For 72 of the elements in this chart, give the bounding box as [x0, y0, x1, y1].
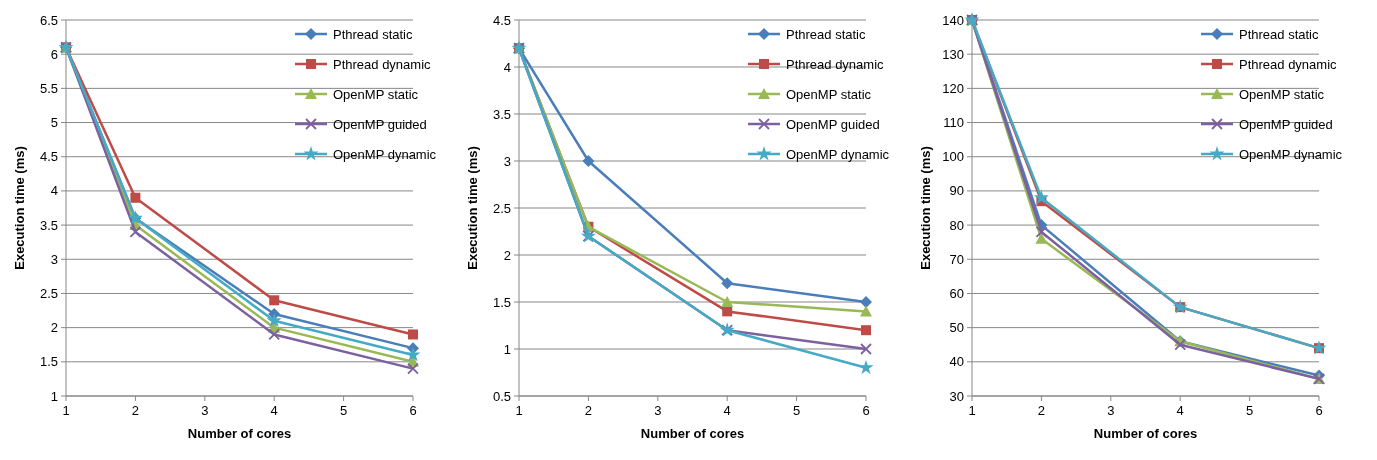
x-tick-label: 1: [515, 403, 523, 418]
x-tick-label: 4: [723, 403, 731, 418]
x-axis-title: Number of cores: [187, 426, 292, 441]
x-tick-label: 1: [62, 403, 70, 418]
legend-label: Pthread static: [786, 26, 866, 42]
y-tick-label: 2.5: [492, 200, 511, 216]
y-tick-label: 3: [50, 251, 58, 267]
y-tick-label: 90: [949, 183, 964, 199]
y-tick-label: 2: [503, 247, 511, 263]
x-tick-label: 6: [409, 403, 417, 418]
y-tick-label: 4.5: [492, 12, 511, 28]
x-tick-label: 6: [862, 403, 870, 418]
x-tick-label: 6: [1315, 403, 1323, 418]
legend-label: Pthread dynamic: [333, 56, 432, 72]
y-tick-label: 6.5: [39, 12, 58, 28]
legend-label: OpenMP guided: [1239, 116, 1333, 132]
y-tick-label: 6: [50, 46, 58, 62]
y-tick-label: 1: [50, 388, 58, 404]
y-tick-label: 1: [503, 341, 511, 357]
legend-label: OpenMP static: [333, 86, 419, 102]
y-axis-title: Execution time (ms): [465, 146, 480, 270]
y-tick-label: 4: [50, 183, 58, 199]
legend-label: OpenMP static: [786, 86, 872, 102]
x-tick-label: 5: [792, 403, 801, 418]
x-tick-label: 5: [1245, 403, 1254, 418]
x-tick-label: 5: [339, 403, 348, 418]
legend-label: Pthread dynamic: [786, 56, 885, 72]
y-tick-label: 120: [942, 80, 964, 96]
y-tick-label: 50: [949, 320, 964, 336]
x-axis-title: Number of cores: [640, 426, 745, 441]
y-tick-label: 30: [949, 388, 964, 404]
y-tick-label: 3.5: [492, 106, 511, 122]
y-tick-label: 60: [949, 285, 964, 301]
y-tick-label: 5: [50, 115, 58, 131]
y-tick-label: 80: [949, 217, 964, 233]
legend-label: OpenMP static: [1239, 86, 1325, 102]
legend-label: Pthread static: [1239, 26, 1319, 42]
y-tick-label: 130: [942, 46, 964, 62]
y-tick-label: 110: [943, 115, 964, 131]
x-tick-label: 4: [270, 403, 278, 418]
y-tick-label: 140: [942, 12, 964, 28]
legend-label: OpenMP dynamic: [786, 146, 890, 162]
x-tick-label: 2: [1037, 403, 1046, 418]
y-tick-label: 5.5: [39, 80, 58, 96]
x-tick-label: 4: [1176, 403, 1184, 418]
x-axis-title: Number of cores: [1093, 426, 1198, 441]
legend-label: OpenMP dynamic: [1239, 146, 1343, 162]
y-tick-label: 100: [942, 149, 964, 165]
y-tick-label: 2.5: [39, 285, 58, 301]
y-tick-label: 1.5: [39, 354, 58, 370]
x-tick-label: 2: [584, 403, 593, 418]
y-tick-label: 40: [949, 354, 964, 370]
y-tick-label: 3.5: [39, 217, 58, 233]
legend-label: Pthread dynamic: [1239, 56, 1338, 72]
x-tick-label: 3: [1107, 403, 1115, 418]
y-tick-label: 2: [50, 320, 58, 336]
legend-label: OpenMP dynamic: [333, 146, 437, 162]
x-tick-label: 1: [968, 403, 976, 418]
x-tick-label: 3: [201, 403, 209, 418]
x-tick-label: 3: [654, 403, 662, 418]
legend-label: Pthread static: [333, 26, 413, 42]
y-axis-title: Execution time (ms): [918, 146, 933, 270]
y-tick-label: 1.5: [492, 294, 511, 310]
y-tick-label: 3: [503, 153, 511, 169]
y-tick-label: 0.5: [492, 388, 511, 404]
x-tick-label: 2: [131, 403, 140, 418]
y-axis-title: Execution time (ms): [12, 146, 27, 270]
legend-label: OpenMP guided: [333, 116, 427, 132]
y-tick-label: 4: [503, 59, 511, 75]
y-tick-label: 4.5: [39, 149, 58, 165]
legend-label: OpenMP guided: [786, 116, 880, 132]
y-tick-label: 70: [949, 251, 964, 267]
